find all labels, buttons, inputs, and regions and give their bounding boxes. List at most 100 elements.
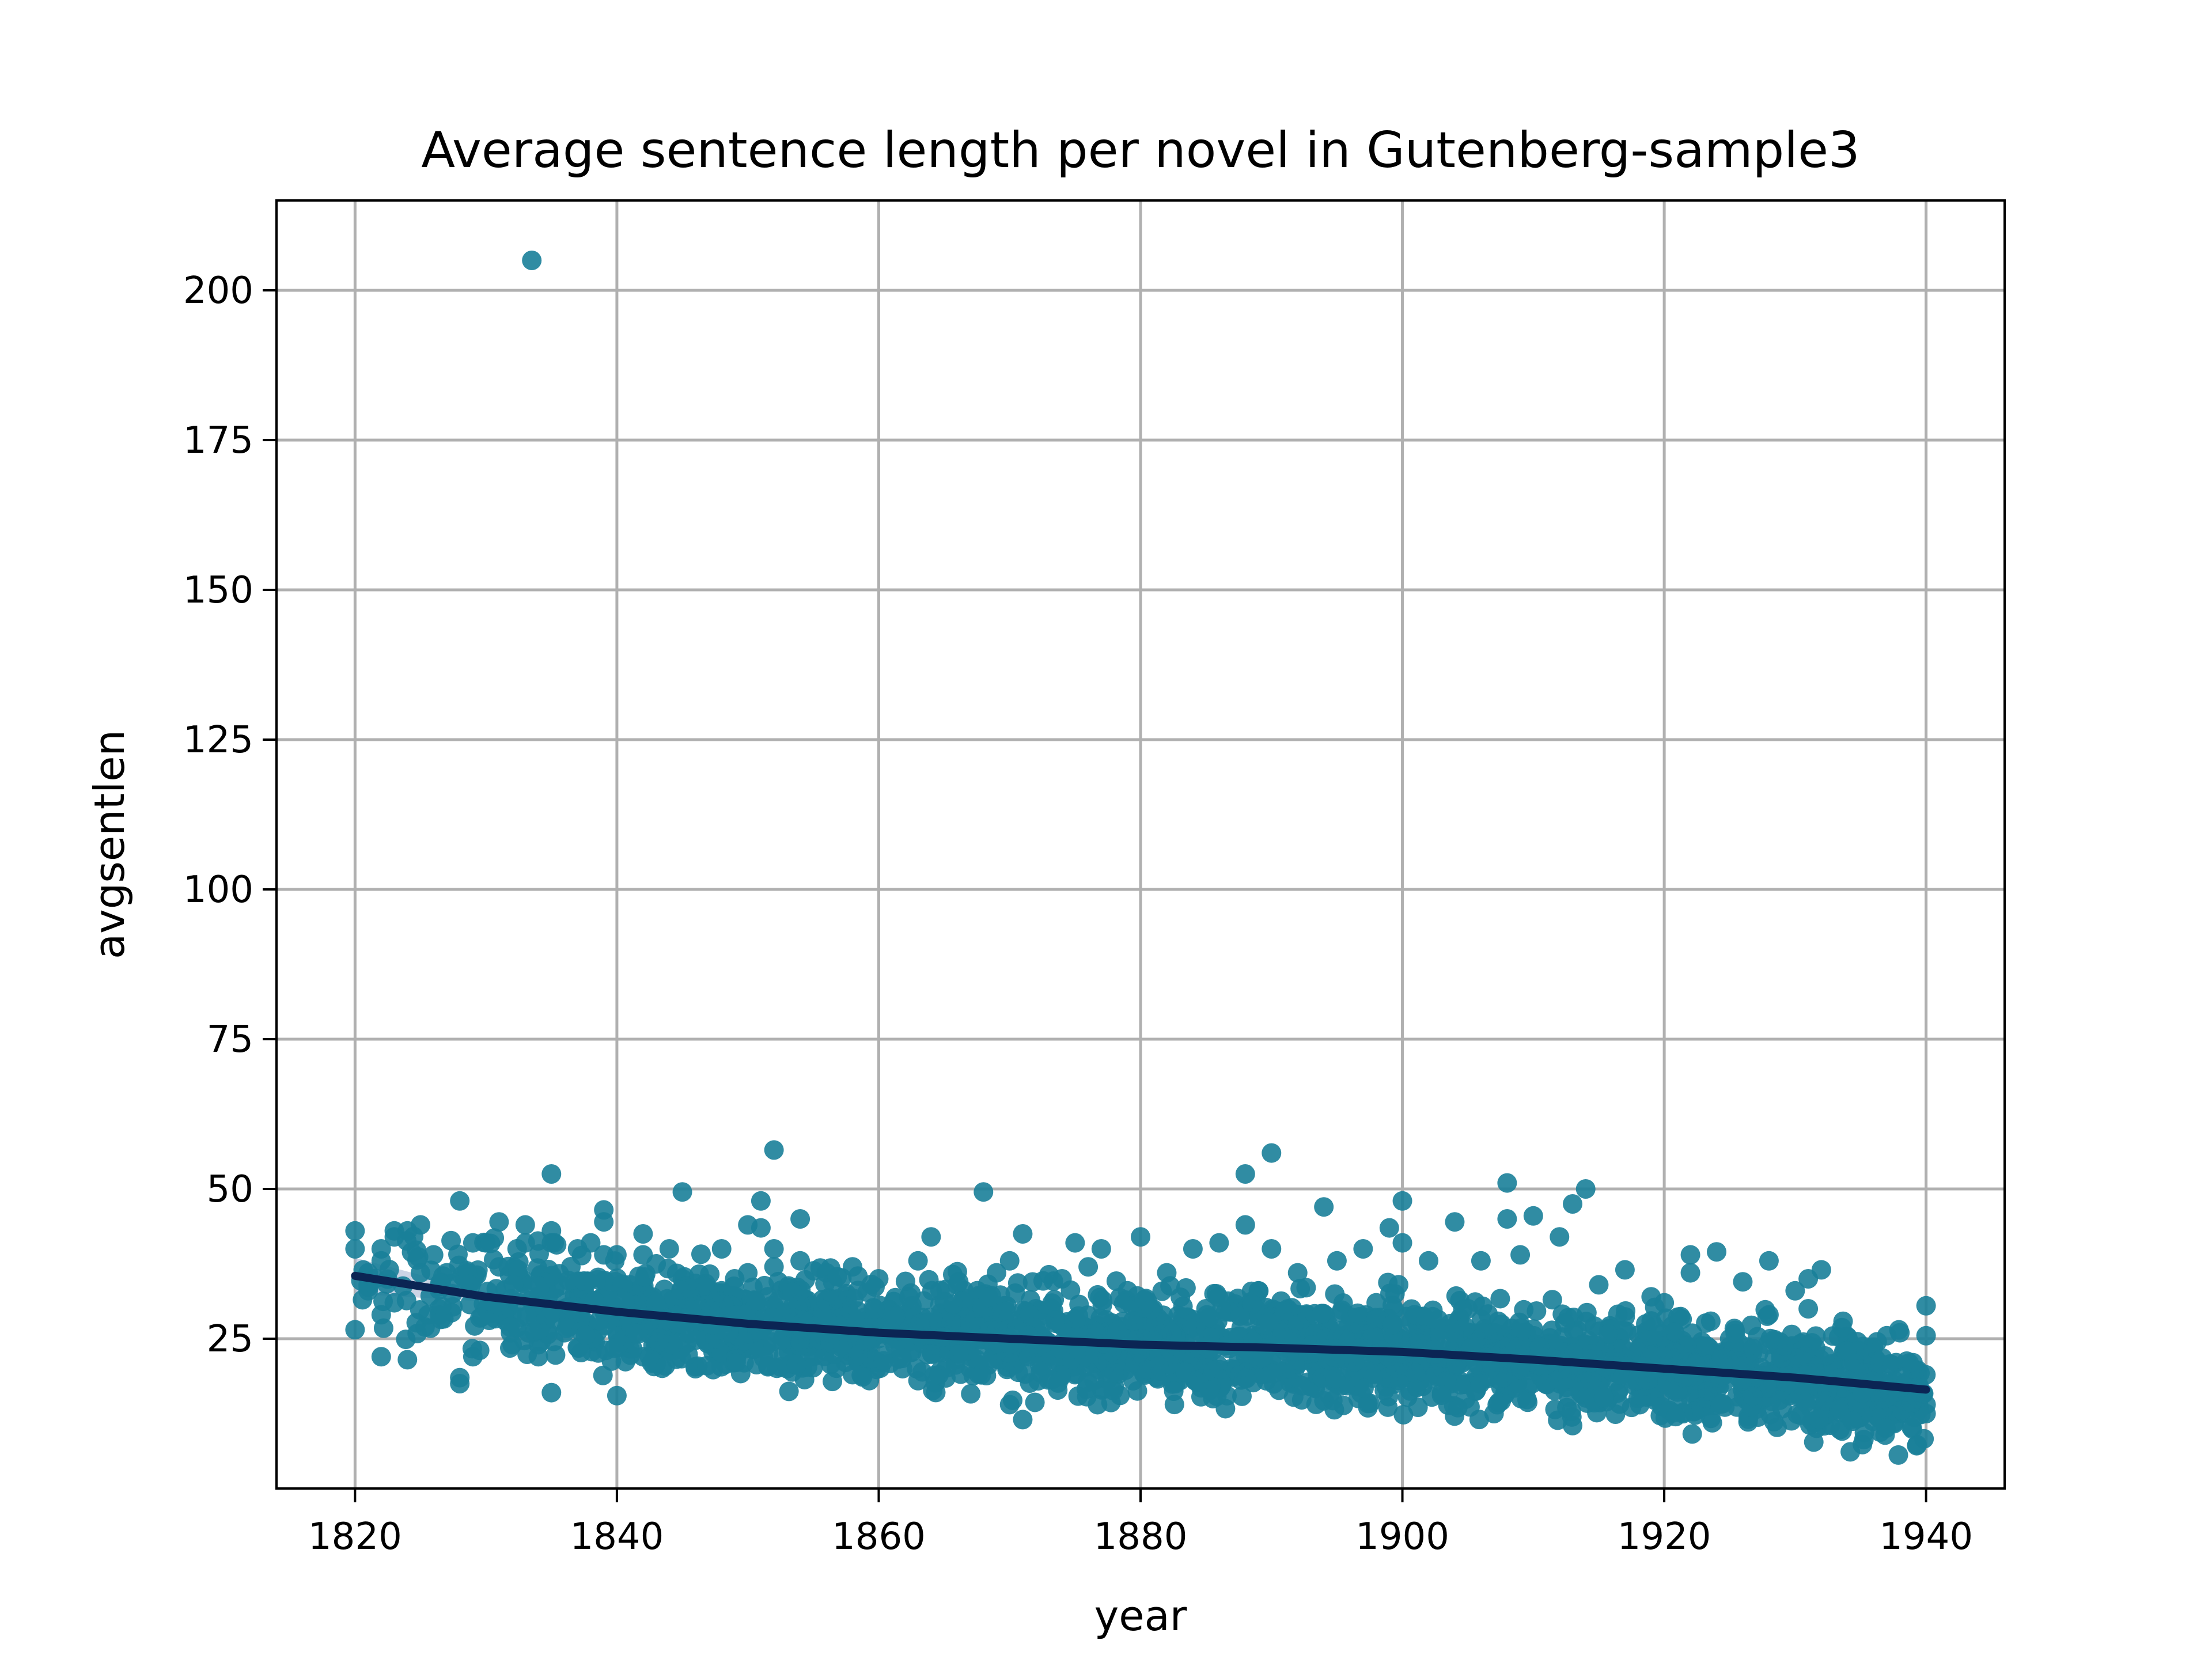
scatter-point (1598, 1324, 1618, 1344)
scatter-point (1327, 1251, 1347, 1271)
scatter-point (594, 1212, 614, 1232)
scatter-point (558, 1270, 578, 1290)
x-tick-label: 1900 (1355, 1516, 1449, 1558)
scatter-point (571, 1245, 592, 1266)
scatter-point (790, 1332, 810, 1352)
scatter-point (1733, 1272, 1753, 1292)
scatter-point (1137, 1359, 1157, 1380)
scatter-point (1296, 1278, 1316, 1298)
scatter-point (489, 1212, 509, 1232)
scatter-point (1809, 1409, 1829, 1429)
scatter-point (1103, 1380, 1123, 1400)
y-axis-ticks: 25 50 75 100 125 150 175 200 (183, 270, 276, 1361)
scatter-point (1889, 1320, 1909, 1340)
scatter-point (751, 1218, 771, 1238)
scatter-point (607, 1385, 627, 1406)
scatter-point (1242, 1294, 1262, 1315)
scatter-point (649, 1332, 669, 1353)
scatter-point (1404, 1305, 1425, 1325)
scatter-point (503, 1275, 524, 1295)
scatter-point (1259, 1312, 1279, 1332)
scatter-point (1665, 1322, 1685, 1342)
scatter-point (353, 1290, 373, 1310)
scatter-point (371, 1347, 391, 1367)
scatter-point (900, 1343, 920, 1363)
scatter-point (1794, 1346, 1815, 1366)
scatter-point (1131, 1227, 1150, 1247)
scatter-point (1134, 1290, 1154, 1310)
scatter-point (1078, 1257, 1099, 1277)
scatter-point (605, 1251, 625, 1271)
scatter-point (1199, 1380, 1219, 1400)
scatter-point (1209, 1233, 1229, 1253)
y-tick-label: 75 (207, 1018, 253, 1061)
scatter-point (922, 1344, 942, 1364)
scatter-point (1123, 1311, 1143, 1331)
scatter-point (782, 1282, 802, 1302)
scatter-point (971, 1365, 991, 1385)
scatter-point (1366, 1309, 1386, 1330)
scatter-point (1671, 1306, 1691, 1327)
scatter-point (1806, 1326, 1826, 1346)
scatter-point (1466, 1380, 1486, 1400)
scatter-point (588, 1270, 608, 1290)
scatter-point (892, 1358, 912, 1378)
scatter-point (853, 1367, 873, 1387)
scatter-point (1314, 1197, 1334, 1217)
scatter-point (1914, 1429, 1934, 1449)
scatter-point (1707, 1242, 1726, 1262)
scatter-point (571, 1343, 591, 1363)
scatter-point (1698, 1381, 1718, 1401)
x-tick-label: 1840 (570, 1516, 664, 1558)
scatter-point (885, 1336, 905, 1356)
y-tick-label: 125 (183, 719, 253, 762)
scatter-point (1018, 1347, 1039, 1367)
scatter-point (373, 1318, 393, 1338)
scatter-point (1640, 1345, 1660, 1365)
scatter-point (691, 1244, 711, 1264)
scatter-point (1025, 1392, 1045, 1412)
scatter-point (1529, 1336, 1550, 1357)
scatter-point (1916, 1296, 1936, 1316)
scatter-point (1332, 1320, 1352, 1340)
scatter-point (1564, 1343, 1584, 1363)
scatter-point (1388, 1275, 1408, 1295)
scatter-point (1325, 1369, 1346, 1389)
scatter-point (1347, 1303, 1368, 1323)
scatter-point (1269, 1380, 1289, 1400)
scatter-point (1692, 1336, 1713, 1357)
scatter-point (1741, 1315, 1762, 1335)
scatter-point (500, 1338, 520, 1358)
scatter-point (786, 1354, 806, 1374)
scatter-point (1076, 1379, 1096, 1399)
x-tick-label: 1860 (832, 1516, 926, 1558)
scatter-point (1092, 1296, 1112, 1316)
scatter-point (865, 1299, 885, 1319)
scatter-point (908, 1251, 928, 1271)
x-tick-label: 1820 (308, 1516, 402, 1558)
scatter-point (1232, 1386, 1252, 1406)
scatter-point (575, 1325, 596, 1346)
scatter-point (460, 1294, 480, 1315)
scatter-point (921, 1227, 941, 1247)
scatter-point (480, 1233, 501, 1253)
scatter-point (1460, 1397, 1480, 1417)
y-tick-label: 50 (207, 1168, 253, 1211)
scatter-point (1107, 1320, 1127, 1340)
scatter-point (615, 1291, 635, 1311)
scatter-point (1281, 1327, 1301, 1347)
scatter-point (1869, 1353, 1889, 1373)
scatter-point (1235, 1164, 1255, 1184)
scatter-point (671, 1280, 691, 1300)
scatter-point (1263, 1363, 1283, 1384)
scatter-point (1493, 1368, 1513, 1388)
scatter-point (1149, 1346, 1169, 1366)
scatter-point (919, 1270, 939, 1290)
scatter-point (1514, 1337, 1535, 1357)
scatter-point (373, 1291, 393, 1312)
scatter-point (1901, 1418, 1921, 1438)
scatter-point (397, 1350, 418, 1370)
scatter-point (1638, 1370, 1658, 1390)
trend-line (351, 1271, 1930, 1394)
scatter-point (371, 1239, 391, 1259)
